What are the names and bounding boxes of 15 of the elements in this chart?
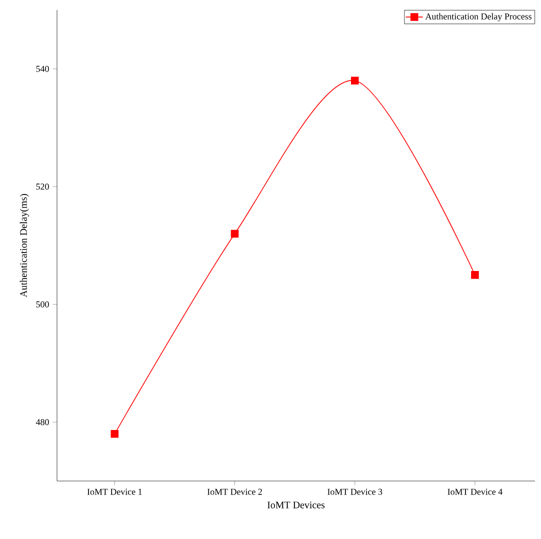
x-tick-label: IoMT Device 3	[328, 488, 382, 495]
point	[230, 230, 239, 238]
x-axis-title: IoMT Devices	[267, 502, 325, 508]
y-tick-label: 540	[36, 66, 49, 72]
x-tick-label: IoMT Device 1	[87, 488, 142, 495]
y-tick-label: 520	[36, 184, 49, 190]
point	[471, 271, 479, 279]
y-tick-label: 500	[36, 301, 49, 308]
x-tick-label: IoMT Device 2	[207, 488, 262, 495]
y-tick-label: 480	[36, 419, 49, 426]
y-axis-title: Authentication Delay(ms)	[20, 194, 29, 298]
point	[110, 430, 119, 438]
point	[350, 76, 359, 85]
x-tick-label: IoMT Device 4	[448, 488, 502, 495]
legend-label: Authentication Delay Process	[425, 13, 532, 22]
